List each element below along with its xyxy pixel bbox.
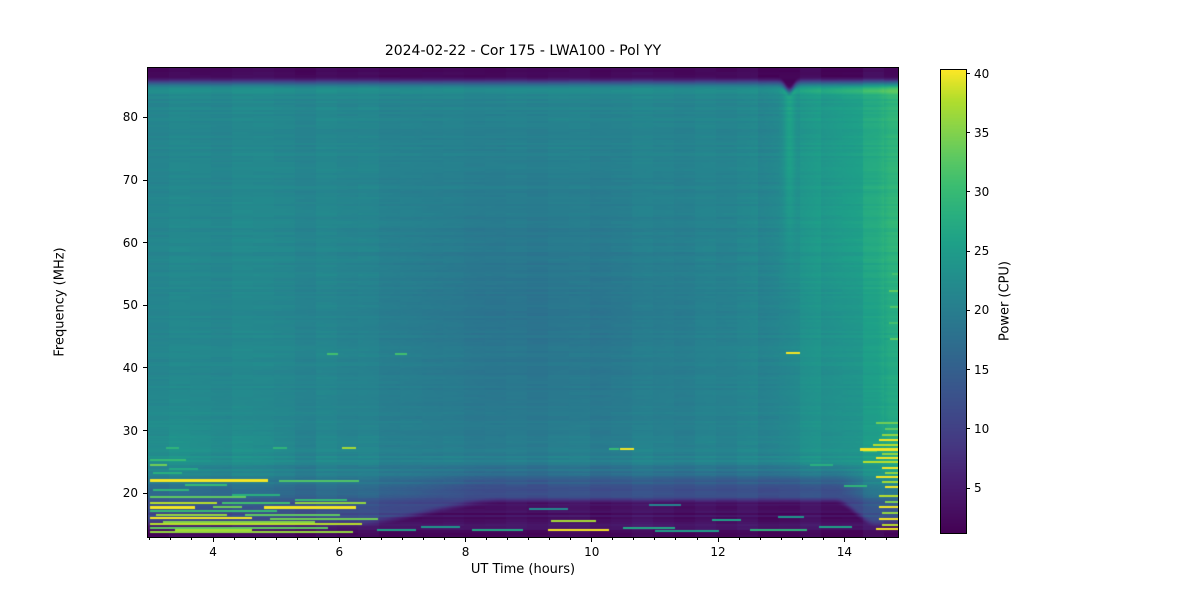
colorbar-tick [966,250,970,252]
colorbar [940,69,967,534]
x-minor-tick [885,537,887,540]
colorbar-tick-label: 40 [974,66,990,81]
x-minor-tick [275,537,277,540]
x-minor-tick [191,537,193,540]
x-minor-tick [359,537,361,540]
x-tick-label: 10 [584,545,600,559]
x-minor-tick [528,537,530,540]
colorbar-tick-label: 30 [974,184,990,199]
y-major-tick [143,242,148,244]
colorbar-tick-label: 5 [974,481,982,495]
x-major-tick [843,537,845,542]
y-major-tick [143,304,148,306]
colorbar-tick-label: 15 [974,362,990,377]
x-minor-tick [296,537,298,540]
colorbar-tick [966,191,970,193]
x-major-tick [465,537,467,542]
x-minor-tick [254,537,256,540]
x-tick-label: 14 [836,545,852,559]
x-minor-tick [696,537,698,540]
x-major-tick [212,537,214,542]
x-minor-tick [780,537,782,540]
colorbar-tick [966,487,970,489]
y-axis-label: Frequency (MHz) [52,247,68,357]
x-major-tick [717,537,719,542]
x-minor-tick [549,537,551,540]
spectrogram-plot-area [147,67,899,538]
x-tick-label: 8 [461,545,470,559]
x-minor-tick [444,537,445,540]
y-tick-label: 60 [122,235,138,250]
colorbar-tick [966,369,970,371]
x-minor-tick [738,537,740,540]
y-tick-label: 20 [122,486,138,501]
y-tick-label: 70 [122,173,138,188]
colorbar-tick [966,428,970,430]
colorbar-label: Power (CPU) [997,260,1013,342]
y-tick-label: 50 [122,298,138,313]
x-tick-label: 6 [335,545,344,559]
x-minor-tick [422,537,424,540]
y-major-tick [143,179,148,181]
y-tick-label: 40 [122,360,138,375]
x-minor-tick [759,537,761,540]
plot-title: 2024-02-22 - Cor 175 - LWA100 - Pol YY [384,43,662,59]
x-minor-tick [486,537,488,540]
x-minor-tick [822,537,824,540]
spectrogram-canvas [148,68,898,537]
y-major-tick [143,367,148,369]
x-major-tick [591,537,593,542]
colorbar-tick-label: 35 [974,125,990,140]
x-minor-tick [170,537,172,540]
x-tick-label: 12 [710,545,726,559]
colorbar-tick [966,309,970,311]
x-minor-tick [801,537,803,540]
colorbar-tick-label: 10 [974,421,990,436]
colorbar-tick-label: 25 [974,244,990,259]
x-minor-tick [149,537,151,540]
x-minor-tick [654,537,656,540]
x-minor-tick [612,537,614,540]
x-minor-tick [233,537,235,540]
y-major-tick [143,430,148,432]
colorbar-tick [966,132,970,134]
colorbar-tick-label: 20 [974,303,990,318]
x-tick-label: 4 [209,545,217,559]
x-axis-label: UT Time (hours) [470,562,576,577]
x-minor-tick [675,537,677,540]
colorbar-tick [966,73,970,75]
y-major-tick [143,492,148,494]
x-minor-tick [570,537,572,540]
x-minor-tick [401,537,403,540]
y-tick-label: 80 [122,110,138,125]
x-minor-tick [317,537,319,540]
x-minor-tick [507,537,509,540]
x-major-tick [338,537,340,542]
x-minor-tick [380,537,382,540]
x-minor-tick [633,537,635,540]
x-minor-tick [864,537,866,540]
colorbar-canvas [941,70,966,533]
y-tick-label: 30 [122,423,138,438]
y-major-tick [143,116,148,118]
